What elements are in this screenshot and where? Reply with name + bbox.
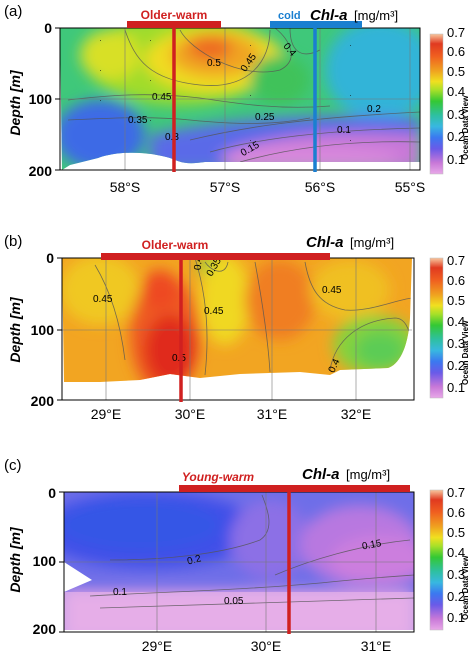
contour-label-b-6: 0.5	[172, 353, 186, 364]
cbar-tick-b-06: 0.6	[447, 273, 465, 288]
panel-b: (b) Depth [m] 0 100 200	[4, 233, 470, 422]
chl-unit-b: [mg/m³]	[350, 235, 394, 250]
x-tick-c-2: 31°E	[361, 638, 392, 654]
contour-label-a-9: 0.1	[337, 125, 351, 136]
cbar-tick-a-04: 0.4	[447, 84, 465, 99]
colorbar-c	[429, 489, 444, 631]
chl-unit-a: [mg/m³]	[354, 8, 398, 23]
band-label-c-young-warm: Young-warm	[182, 470, 255, 484]
panel-label-a: (a)	[4, 3, 22, 20]
odv-label-a: Ocean Data View	[461, 95, 470, 160]
heatmap-c: 0.2 0.15 0.1 0.05	[64, 492, 414, 630]
odv-label-b: Ocean Data View	[461, 320, 470, 385]
x-tick-a-2: 56°S	[305, 179, 336, 195]
y-axis-label-c: Depth [m]	[7, 526, 23, 593]
cbar-tick-a-01: 0.1	[447, 152, 465, 167]
heatmap-b: 0.45 0.4 0.35 0.45 0.45 0.4 0.5	[62, 255, 412, 382]
contour-label-b-0: 0.45	[93, 294, 113, 305]
cbar-tick-b-07: 0.7	[447, 253, 465, 268]
contour-label-b-4: 0.45	[322, 285, 342, 296]
x-tick-c-1: 30°E	[251, 638, 282, 654]
chl-title-a: Chl-a	[310, 7, 348, 24]
colorbar-a	[429, 33, 444, 175]
band-label-b-older-warm: Older-warm	[142, 238, 209, 252]
x-tick-b-0: 29°E	[91, 406, 122, 422]
cbar-tick-c-05: 0.5	[447, 525, 465, 540]
contour-label-b-1: 0.4	[193, 255, 205, 270]
contour-label-a-0: 0.5	[207, 58, 221, 69]
y-tick-a-0: 0	[44, 20, 52, 36]
cbar-tick-a-07: 0.7	[447, 25, 465, 40]
y-tick-b-100: 100	[31, 322, 55, 338]
band-label-a-older-warm: Older-warm	[141, 8, 208, 22]
contour-label-a-3: 0.45	[152, 92, 172, 103]
y-tick-a-100: 100	[29, 91, 53, 107]
y-tick-a-200: 200	[29, 163, 53, 179]
contour-label-a-6: 0.25	[255, 112, 275, 123]
x-tick-b-1: 30°E	[175, 406, 206, 422]
contour-label-a-5: 0.3	[165, 132, 179, 143]
cbar-tick-c-02: 0.2	[447, 589, 465, 604]
cbar-tick-a-05: 0.5	[447, 64, 465, 79]
contour-label-c-2: 0.1	[113, 587, 127, 598]
x-tick-a-3: 55°S	[395, 179, 426, 195]
contour-label-a-7: 0.2	[367, 104, 381, 115]
cbar-tick-c-07: 0.7	[447, 485, 465, 500]
cbar-tick-c-04: 0.4	[447, 545, 465, 560]
cbar-tick-c-03: 0.3	[447, 567, 465, 582]
x-tick-b-2: 31°E	[257, 406, 288, 422]
x-tick-a-1: 57°S	[210, 179, 241, 195]
x-tick-b-3: 32°E	[341, 406, 372, 422]
y-axis-label-a: Depth [m]	[7, 69, 23, 136]
cbar-tick-b-05: 0.5	[447, 293, 465, 308]
x-tick-a-0: 58°S	[110, 179, 141, 195]
y-tick-b-200: 200	[31, 393, 55, 409]
cbar-tick-a-02: 0.2	[447, 129, 465, 144]
cbar-tick-b-02: 0.2	[447, 358, 465, 373]
y-axis-label-b: Depth [m]	[7, 296, 23, 363]
y-tick-b-0: 0	[46, 250, 54, 266]
band-cold-a	[270, 21, 362, 28]
contour-label-b-5: 0.4	[327, 357, 343, 375]
colorbar-b	[429, 257, 444, 399]
band-older-warm-a	[127, 21, 221, 28]
panel-label-c: (c)	[4, 457, 22, 474]
cbar-tick-b-04: 0.4	[447, 314, 465, 329]
chl-unit-c: [mg/m³]	[346, 467, 390, 482]
band-older-warm-b	[101, 253, 330, 260]
odv-label-c: Ocean Data View	[461, 555, 470, 620]
band-label-a-cold: cold	[278, 10, 301, 22]
heatmap-a: 0.5 0.45 0.4 0.45 0.35 0.3 0.25 0.2 0.15…	[60, 28, 420, 170]
panel-label-b: (b)	[4, 233, 22, 250]
cbar-tick-b-03: 0.3	[447, 336, 465, 351]
panel-c: (c) Depth [m] 0 100 200 0.2	[4, 457, 470, 654]
y-tick-c-200: 200	[33, 621, 57, 637]
cbar-tick-a-03: 0.3	[447, 107, 465, 122]
band-young-warm-c	[179, 485, 410, 492]
chl-title-b: Chl-a	[306, 234, 344, 251]
contour-label-b-3: 0.45	[204, 306, 224, 317]
y-tick-c-100: 100	[33, 553, 57, 569]
cbar-tick-c-01: 0.1	[447, 610, 465, 625]
contour-label-a-4: 0.35	[128, 115, 148, 126]
chl-title-c: Chl-a	[302, 466, 340, 483]
cbar-tick-c-06: 0.6	[447, 505, 465, 520]
cbar-tick-a-06: 0.6	[447, 44, 465, 59]
panel-a: (a) Depth [m] 0 100 200	[4, 3, 470, 195]
y-tick-c-0: 0	[48, 485, 56, 501]
contour-label-c-0: 0.2	[186, 553, 203, 567]
cbar-tick-b-01: 0.1	[447, 380, 465, 395]
contour-label-c-3: 0.05	[224, 596, 244, 607]
x-tick-c-0: 29°E	[142, 638, 173, 654]
contour-label-c-1: 0.15	[361, 538, 383, 552]
